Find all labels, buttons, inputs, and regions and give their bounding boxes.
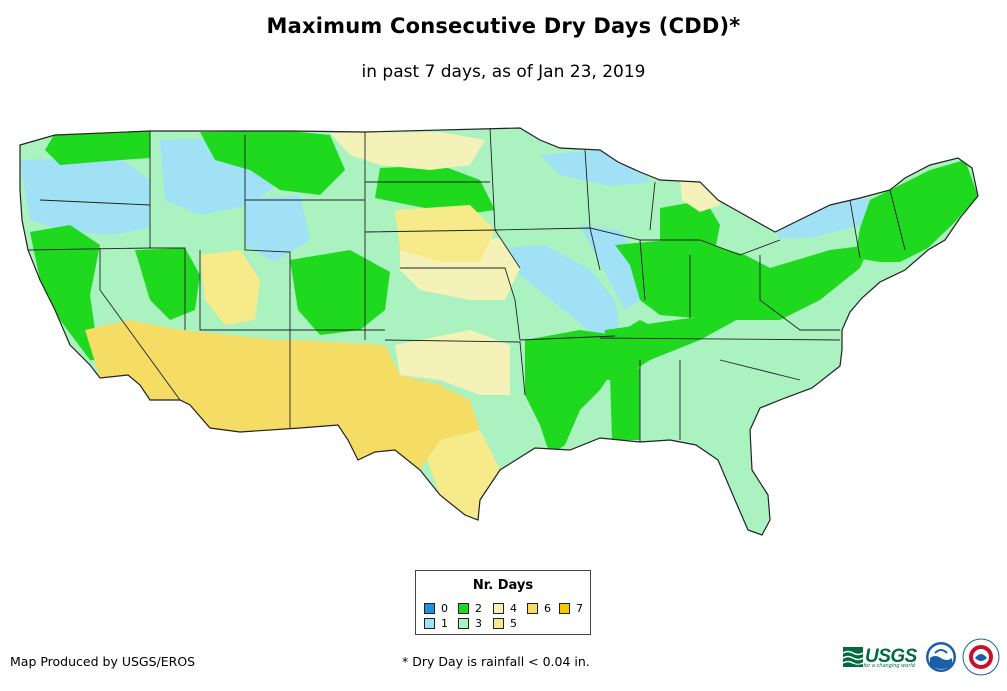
legend-swatch-4 — [493, 603, 504, 614]
legend-swatch-6 — [527, 603, 538, 614]
state-border-california-nevada — [99, 248, 181, 401]
dry-day-footnote: * Dry Day is rainfall < 0.04 in. — [402, 654, 590, 669]
legend-item-2: 2 — [458, 602, 482, 615]
state-border-arkansas-missouri — [519, 335, 616, 341]
region-6-days-southwest — [85, 320, 480, 470]
state-border-idaho-nevada — [149, 131, 186, 330]
legend-item-3: 3 — [458, 617, 482, 630]
legend-label-6: 6 — [544, 602, 551, 615]
state-border-new-york-vermont — [849, 199, 861, 259]
legend-label-4: 4 — [510, 602, 517, 615]
legend-item-6: 6 — [527, 602, 551, 615]
legend-item-0: 0 — [424, 602, 448, 615]
region-2-days-michigan — [660, 200, 720, 258]
map-credit: Map Produced by USGS/EROS — [10, 654, 196, 669]
region-4-days-north-dakota — [330, 132, 485, 170]
nws-logo-icon — [962, 638, 1000, 676]
noaa-logo-icon — [926, 642, 956, 672]
state-border-minnesota-iowa — [489, 127, 601, 271]
state-border-four-corners — [199, 250, 385, 331]
state-border-lake-michigan — [649, 181, 656, 231]
legend-title: Nr. Days — [472, 578, 534, 593]
state-borders — [27, 127, 906, 442]
region-5-days-utah — [200, 250, 260, 325]
region-2-days-dakotas — [375, 165, 495, 215]
legend-swatch-2 — [458, 603, 469, 614]
region-1-day-wyoming — [245, 195, 310, 262]
legend-box: Nr. Days 0 2 4 6 7 1 3 5 — [415, 570, 591, 635]
region-2-days-washington — [45, 131, 150, 165]
legend-label-2: 2 — [475, 602, 482, 615]
usgs-tagline: science for a changing world — [843, 663, 915, 669]
legend-swatch-7 — [559, 603, 570, 614]
state-border-pennsylvania-virginia — [759, 255, 840, 331]
legend-item-7: 7 — [559, 602, 583, 615]
region-5-days-south-texas — [420, 430, 500, 520]
state-border-tennessee-kentucky — [599, 337, 841, 341]
state-border-washington-oregon — [39, 199, 151, 206]
legend-item-4: 4 — [493, 602, 517, 615]
legend-swatch-1 — [424, 618, 435, 629]
legend-label-3: 3 — [475, 617, 482, 630]
state-border-oklahoma — [384, 339, 526, 396]
region-2-days-montana — [200, 131, 345, 195]
state-border-wisconsin-illinois — [584, 149, 646, 301]
state-border-carolinas — [719, 359, 801, 381]
state-border-new-england — [889, 189, 906, 251]
region-1-day-upper-midwest — [540, 150, 650, 186]
legend-label-5: 5 — [510, 617, 517, 630]
usgs-logo: USGS — [843, 642, 923, 672]
legend-swatch-5 — [493, 618, 504, 629]
region-2-days-california-coast — [30, 225, 110, 360]
region-4-days-oklahoma — [395, 330, 510, 395]
state-border-oregon-california — [27, 247, 151, 251]
region-1-day-missouri — [505, 245, 620, 340]
usgs-wave-icon — [843, 647, 863, 667]
legend-label-0: 0 — [441, 602, 448, 615]
map-subtitle: in past 7 days, as of Jan 23, 2019 — [361, 62, 646, 82]
state-border-kansas — [400, 267, 521, 341]
legend-label-1: 1 — [441, 617, 448, 630]
legend-swatch-3 — [458, 618, 469, 629]
region-2-days-nevada — [135, 248, 200, 320]
state-border-montana-wyoming-utah — [244, 135, 291, 330]
state-border-indiana-ohio — [640, 239, 781, 256]
usgs-wordmark: USGS — [865, 646, 917, 667]
region-5-days-nebraska — [395, 205, 495, 262]
region-2-days-new-england — [855, 160, 978, 262]
legend-item-5: 5 — [493, 617, 517, 630]
legend-item-1: 1 — [424, 617, 448, 630]
legend-label-7: 7 — [576, 602, 583, 615]
map-title: Maximum Consecutive Dry Days (CDD)* — [266, 14, 741, 38]
region-1-day-northwest — [20, 158, 150, 235]
region-2-days-alabama-strip — [610, 368, 640, 440]
region-2-days-tennessee — [600, 318, 740, 380]
legend-swatch-0 — [424, 603, 435, 614]
cdd-color-regions — [20, 128, 978, 535]
region-2-days-ohio-valley — [615, 238, 870, 320]
